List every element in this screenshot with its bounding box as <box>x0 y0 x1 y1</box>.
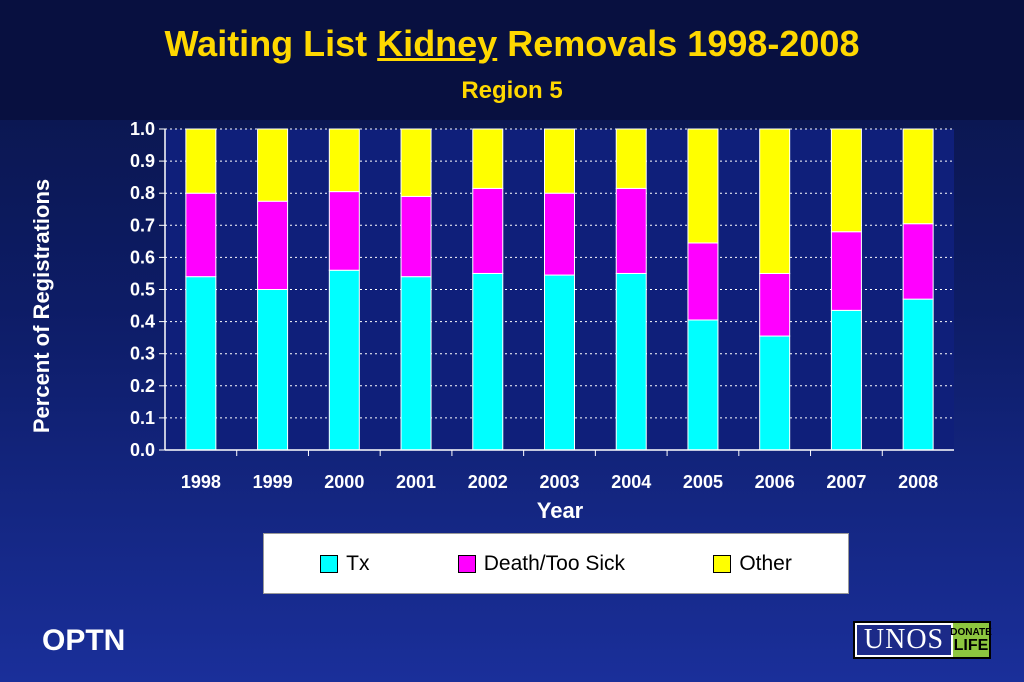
bar-segment-tx <box>328 269 360 451</box>
x-tick-label: 2000 <box>324 472 364 492</box>
bar-segment-death <box>328 191 360 271</box>
x-tick-label: 2003 <box>539 472 579 492</box>
y-tick-label: 0.9 <box>130 151 155 171</box>
x-axis-title: Year <box>537 498 584 523</box>
y-tick-label: 0.8 <box>130 183 155 203</box>
legend-item-death: Death/Too Sick <box>457 551 626 576</box>
bar-segment-death <box>185 192 217 278</box>
y-tick-label: 0.7 <box>130 215 155 235</box>
bar-segment-death <box>830 231 862 311</box>
x-tick-label: 1998 <box>181 472 221 492</box>
x-tick-label: 2001 <box>396 472 436 492</box>
bar-segment-other <box>687 128 719 244</box>
stacked-bar-chart: 0.0 0.1 0.2 0.3 0.4 0.5 0.6 0.7 0.8 0.9 1.0 1998 199… <box>29 119 954 523</box>
title-keyword: Kidney <box>377 23 498 64</box>
legend-swatch-death <box>457 554 476 573</box>
axes-group: 0.0 0.1 0.2 0.3 0.4 0.5 0.6 0.7 0.8 0.9 1.0 1998 199… <box>130 119 954 492</box>
logo-donate-text: DONATE <box>950 626 992 638</box>
bar-segment-tx <box>400 276 432 451</box>
bar-segment-tx <box>472 272 504 451</box>
bars-group <box>185 128 934 451</box>
logo-unos-text: UNOS <box>855 623 953 657</box>
bar-segment-tx <box>615 272 647 451</box>
bar-segment-death <box>902 223 934 300</box>
y-tick-label: 0.6 <box>130 247 155 267</box>
legend-label-other: Other <box>739 551 792 575</box>
bar-segment-death <box>687 242 719 321</box>
y-tick-label: 0.4 <box>130 312 155 332</box>
bar-segment-tx <box>544 274 575 451</box>
y-tick-label: 0.5 <box>130 280 155 300</box>
x-tick-label: 2002 <box>468 472 508 492</box>
y-axis-title: Percent of Registrations <box>29 179 54 433</box>
bar-segment-tx <box>830 309 862 451</box>
bar-segment-other <box>472 128 504 189</box>
y-tick-label: 1.0 <box>130 119 155 139</box>
bar-segment-death <box>257 200 289 291</box>
header-band <box>0 0 1024 120</box>
x-tick-label: 2008 <box>898 472 938 492</box>
unos-donate-life-logo: UNOS DONATE LIFE <box>853 621 992 659</box>
x-tick-label: 2004 <box>611 472 651 492</box>
bar-segment-death <box>400 195 432 278</box>
page-title: Waiting List Kidney Removals 1998-2008 <box>0 22 1024 66</box>
bar-segment-death <box>759 272 791 337</box>
bar-segment-other <box>759 128 791 274</box>
bar-segment-tx <box>759 335 791 451</box>
bar-segment-other <box>400 128 432 197</box>
legend-swatch-tx <box>320 554 339 573</box>
x-tick-label: 1999 <box>253 472 293 492</box>
bar-segment-other <box>185 128 217 194</box>
grid-lines <box>165 128 954 419</box>
bar-segment-tx <box>185 276 217 451</box>
bar-segment-other <box>615 128 647 189</box>
y-tick-label: 0.2 <box>130 376 155 396</box>
y-tick-label: 0.3 <box>130 344 155 364</box>
chart-legend: Tx Death/Too Sick Other <box>263 533 849 594</box>
bar-segment-other <box>328 128 360 193</box>
bar-segment-other <box>257 128 289 202</box>
legend-item-tx: Tx <box>320 552 369 576</box>
x-tick-label: 2006 <box>755 472 795 492</box>
logo-donate-life: DONATE LIFE <box>950 623 992 657</box>
bar-segment-death <box>544 192 575 276</box>
bar-segment-other <box>902 128 934 225</box>
bar-segment-tx <box>687 319 719 451</box>
legend-swatch-other <box>713 554 732 573</box>
bar-segment-tx <box>902 298 934 451</box>
legend-label-death: Death/Too Sick <box>483 551 626 575</box>
legend-label-tx: Tx <box>346 551 370 575</box>
bar-segment-other <box>544 128 575 194</box>
bar-segment-tx <box>257 289 289 451</box>
y-tick-label: 0.1 <box>130 408 155 428</box>
x-tick-label: 2005 <box>683 472 723 492</box>
optn-footer-label: OPTN <box>42 624 126 657</box>
y-tick-label: 0.0 <box>130 440 155 460</box>
bar-segment-death <box>615 187 647 274</box>
title-before: Waiting List <box>164 23 378 64</box>
bar-segment-death <box>472 187 504 274</box>
x-tick-label: 2007 <box>826 472 866 492</box>
legend-item-other: Other <box>713 552 792 576</box>
bar-segment-other <box>830 128 862 233</box>
logo-life-text: LIFE <box>953 636 989 654</box>
page-subtitle: Region 5 <box>461 77 563 104</box>
title-after: Removals 1998-2008 <box>497 23 860 64</box>
